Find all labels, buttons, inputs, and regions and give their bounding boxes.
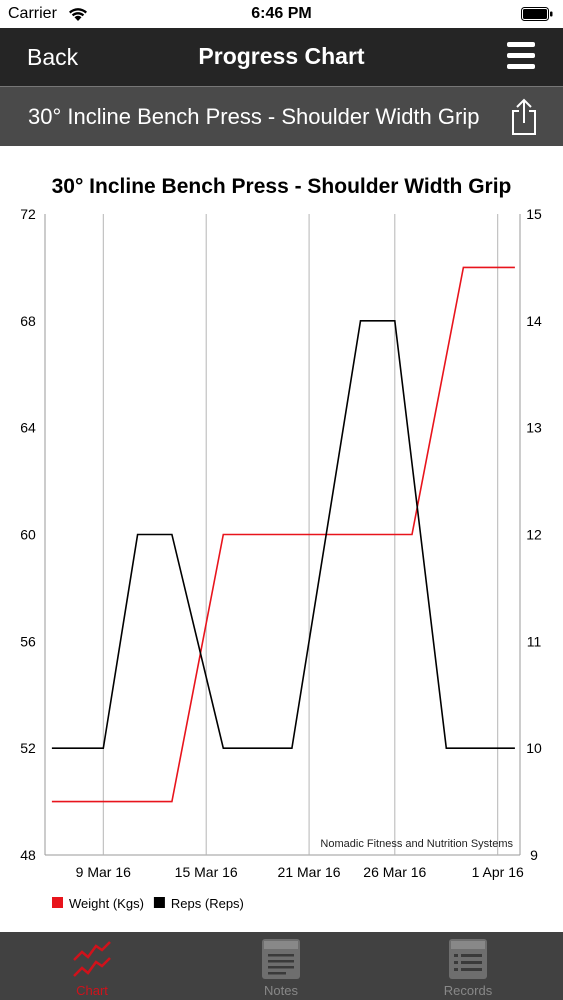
tab-label: Notes bbox=[264, 983, 298, 998]
y-left-tick-label: 64 bbox=[20, 420, 36, 436]
x-tick-label: 26 Mar 16 bbox=[363, 864, 426, 880]
carrier-label: Carrier bbox=[8, 5, 57, 22]
share-icon[interactable] bbox=[509, 98, 539, 136]
tab-notes[interactable]: Notes bbox=[211, 932, 351, 1000]
navigation-bar: Back Progress Chart bbox=[0, 28, 563, 86]
tab-bar: Chart Notes Records bbox=[0, 932, 563, 1000]
y-left-tick-label: 72 bbox=[20, 206, 36, 222]
tab-label: Records bbox=[443, 983, 493, 998]
notes-icon bbox=[262, 939, 300, 979]
y-left-tick-label: 52 bbox=[20, 740, 36, 756]
records-icon bbox=[449, 939, 487, 979]
x-tick-label: 9 Mar 16 bbox=[76, 864, 131, 880]
exercise-name: 30° Incline Bench Press - Shoulder Width… bbox=[28, 104, 480, 129]
y-right-tick-label: 14 bbox=[526, 313, 542, 329]
y-right-tick-label: 11 bbox=[527, 633, 542, 649]
y-left-tick-label: 68 bbox=[20, 313, 36, 329]
legend-swatch-reps bbox=[153, 897, 165, 908]
page-title: Progress Chart bbox=[198, 43, 365, 69]
x-tick-label: 1 Apr 16 bbox=[472, 864, 524, 880]
back-button[interactable]: Back bbox=[27, 44, 79, 70]
y-right-tick-label: 9 bbox=[530, 847, 538, 863]
weight-series-line bbox=[51, 266, 515, 803]
legend-label: Weight (Kgs) bbox=[69, 896, 144, 911]
tab-records[interactable]: Records bbox=[398, 932, 538, 1000]
tab-label: Chart bbox=[76, 983, 108, 998]
reps-series-line bbox=[51, 320, 515, 750]
y-right-tick-label: 13 bbox=[526, 420, 542, 436]
legend-label: Reps (Reps) bbox=[171, 896, 244, 911]
exercise-header: 30° Incline Bench Press - Shoulder Width… bbox=[0, 86, 563, 146]
y-right-tick-label: 12 bbox=[526, 527, 542, 543]
y-right-tick-label: 15 bbox=[526, 206, 542, 222]
tab-chart[interactable]: Chart bbox=[22, 932, 162, 1000]
y-left-tick-label: 56 bbox=[20, 633, 36, 649]
chart-icon bbox=[73, 941, 111, 977]
y-left-tick-label: 48 bbox=[20, 847, 36, 863]
battery-icon bbox=[521, 7, 553, 21]
menu-icon[interactable] bbox=[507, 42, 537, 72]
y-left-tick-label: 60 bbox=[20, 527, 36, 543]
chart-title: 30° Incline Bench Press - Shoulder Width… bbox=[51, 175, 512, 198]
chart-watermark: Nomadic Fitness and Nutrition Systems bbox=[320, 838, 513, 850]
x-tick-label: 15 Mar 16 bbox=[175, 864, 238, 880]
x-tick-label: 21 Mar 16 bbox=[278, 864, 341, 880]
wifi-icon bbox=[69, 8, 87, 21]
legend-swatch-weight bbox=[52, 897, 63, 908]
progress-chart: 9 Mar 16 15 Mar 16 21 Mar 16 26 Mar 16 1 Apr… bbox=[20, 206, 542, 911]
y-right-tick-label: 10 bbox=[526, 740, 542, 756]
status-bar: Carrier 6:46 PM bbox=[0, 0, 563, 28]
